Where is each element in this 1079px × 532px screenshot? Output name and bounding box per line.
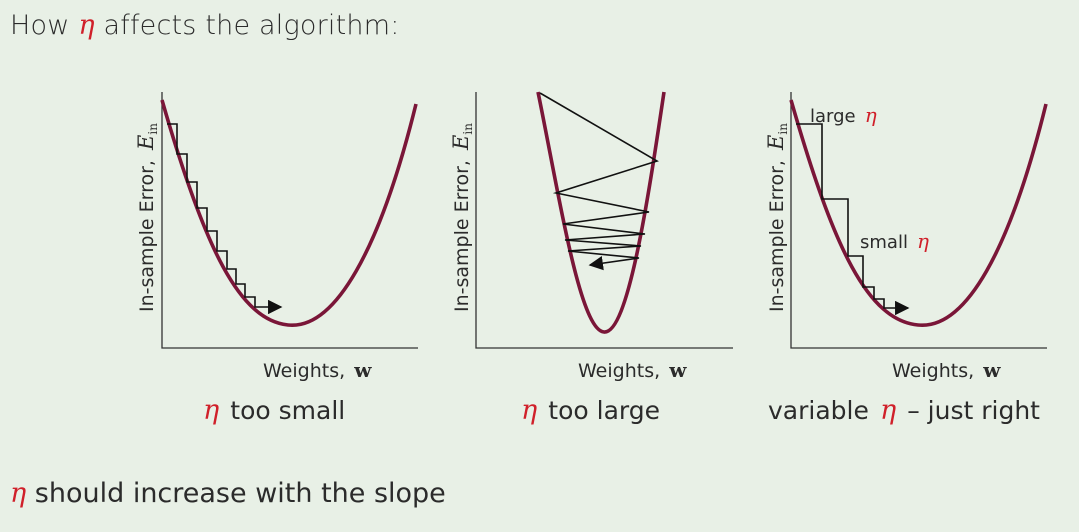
panel-just-right: large η small η In-sample Error, Ein Wei…	[764, 92, 1048, 426]
conclusion-statement: η should increase with the slope	[10, 478, 446, 509]
panel-2-axes	[475, 92, 733, 349]
panel-3-descent-steps	[796, 123, 910, 316]
panel-3-caption: variable η – just right	[768, 395, 1040, 426]
panel-3-annotation-large: large η	[810, 103, 877, 127]
panel-1-axes	[161, 92, 418, 349]
panel-1-caption: η too small	[203, 395, 345, 426]
panel-2-error-curve	[536, 91, 666, 334]
panel-too-small: In-sample Error, Ein Weights, w η too sm…	[134, 92, 418, 426]
panel-2-x-axis-label: Weights, w	[578, 358, 687, 382]
panel-2-caption: η too large	[521, 395, 660, 426]
panel-2-oscillation-path	[539, 92, 659, 271]
panel-3-x-axis-label: Weights, w	[892, 358, 1001, 382]
title-eta-symbol: η	[78, 10, 95, 41]
panel-3-axes	[790, 92, 1047, 349]
conclusion-eta-symbol: η	[10, 478, 27, 509]
title-prefix: How	[10, 10, 70, 41]
panel-3-error-curve	[789, 99, 1048, 327]
panel-3-annotation-small: small η	[860, 229, 929, 253]
panel-1-y-axis-label: In-sample Error, Ein	[134, 123, 160, 312]
panel-1-error-curve	[160, 99, 418, 327]
conclusion-text: should increase with the slope	[34, 478, 446, 509]
panel-1-descent-steps	[167, 123, 283, 315]
panel-1-x-axis-label: Weights, w	[263, 358, 372, 382]
panel-too-large: In-sample Error, Ein Weights, w η too la…	[449, 91, 733, 426]
title-suffix: affects the algorithm:	[103, 10, 400, 41]
slide-title: How η affects the algorithm:	[10, 10, 400, 41]
panel-2-y-axis-label: In-sample Error, Ein	[449, 123, 475, 312]
panel-3-y-axis-label: In-sample Error, Ein	[764, 123, 790, 312]
